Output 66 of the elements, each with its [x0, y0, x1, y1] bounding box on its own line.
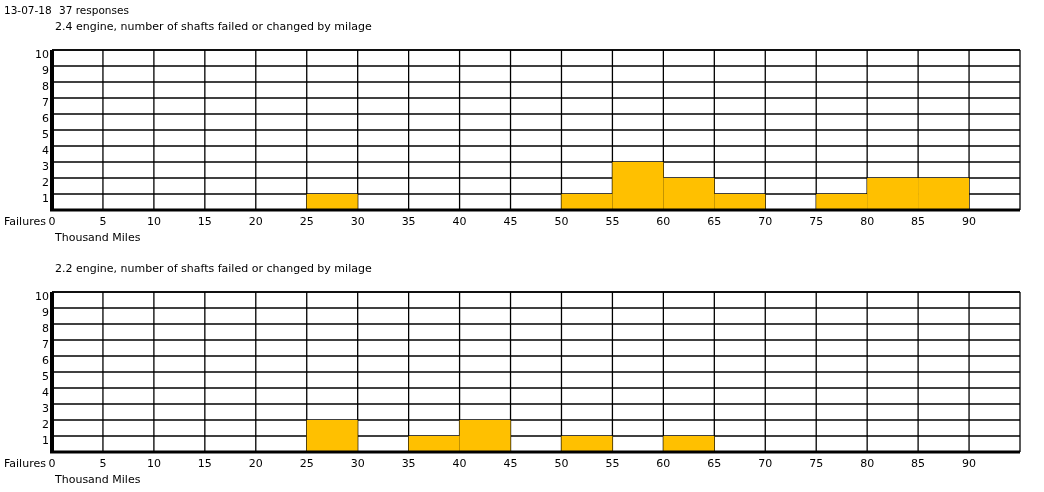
x-axis-title: Thousand Miles	[54, 473, 141, 486]
y-axis-title: Failures	[4, 215, 47, 228]
x-tick-label: 40	[452, 457, 467, 470]
x-tick-label: 25	[299, 457, 314, 470]
x-tick-label: 35	[401, 457, 416, 470]
x-tick-label: 85	[911, 457, 926, 470]
x-tick-label: 40	[452, 215, 467, 228]
x-tick-label: 10	[146, 457, 161, 470]
text: 37 responses	[59, 4, 129, 16]
y-axis-title: Failures	[4, 457, 47, 470]
x-tick-label: 20	[248, 215, 263, 228]
y-tick-label: 9	[42, 306, 49, 319]
x-tick-label: 60	[656, 215, 671, 228]
y-tick-label: 7	[42, 96, 49, 109]
y-tick-label: 10	[35, 48, 49, 61]
text: 13-07-18	[4, 4, 52, 16]
x-tick-label: 20	[248, 457, 263, 470]
y-tick-label: 2	[42, 418, 49, 431]
y-tick-label: 4	[42, 144, 49, 157]
y-tick-label: 5	[42, 370, 49, 383]
x-tick-label: 30	[350, 215, 365, 228]
x-tick-label: 45	[503, 215, 518, 228]
x-tick-label: 70	[758, 215, 773, 228]
x-tick-label: 0	[48, 215, 56, 228]
chart-title: 2.2 engine, number of shafts failed or changed by milage	[55, 262, 372, 275]
x-tick-label: 50	[554, 457, 569, 470]
x-tick-label: 75	[809, 457, 824, 470]
y-tick-label: 4	[42, 386, 49, 399]
x-tick-label: 10	[146, 215, 161, 228]
x-tick-label: 45	[503, 457, 518, 470]
y-tick-label: 10	[35, 290, 49, 303]
x-tick-label: 60	[656, 457, 671, 470]
x-tick-label: 90	[962, 215, 977, 228]
x-tick-label: 15	[197, 215, 212, 228]
x-tick-label: 5	[99, 457, 107, 470]
chart-title: 2.4 engine, number of shafts failed or changed by milage	[55, 20, 372, 33]
x-tick-label: 25	[299, 215, 314, 228]
x-tick-label: 15	[197, 457, 212, 470]
x-tick-label: 5	[99, 215, 107, 228]
x-tick-label: 70	[758, 457, 773, 470]
x-tick-label: 55	[605, 215, 620, 228]
x-tick-label: 90	[962, 457, 977, 470]
y-tick-label: 1	[42, 192, 49, 205]
y-tick-label: 1	[42, 434, 49, 447]
x-tick-label: 80	[860, 215, 875, 228]
x-axis-title: Thousand Miles	[54, 231, 141, 244]
y-tick-label: 9	[42, 64, 49, 77]
x-tick-label: 30	[350, 457, 365, 470]
x-tick-label: 80	[860, 457, 875, 470]
y-tick-label: 2	[42, 176, 49, 189]
y-tick-label: 6	[42, 112, 49, 125]
y-tick-label: 5	[42, 128, 49, 141]
x-tick-label: 50	[554, 215, 569, 228]
x-tick-label: 0	[48, 457, 56, 470]
x-tick-label: 55	[605, 457, 620, 470]
y-tick-label: 6	[42, 354, 49, 367]
y-tick-label: 3	[42, 402, 49, 415]
x-tick-label: 65	[707, 215, 722, 228]
y-tick-label: 8	[42, 322, 49, 335]
x-tick-label: 65	[707, 457, 722, 470]
y-tick-label: 7	[42, 338, 49, 351]
x-tick-label: 35	[401, 215, 416, 228]
x-tick-label: 85	[911, 215, 926, 228]
y-tick-label: 3	[42, 160, 49, 173]
y-tick-label: 8	[42, 80, 49, 93]
x-tick-label: 75	[809, 215, 824, 228]
